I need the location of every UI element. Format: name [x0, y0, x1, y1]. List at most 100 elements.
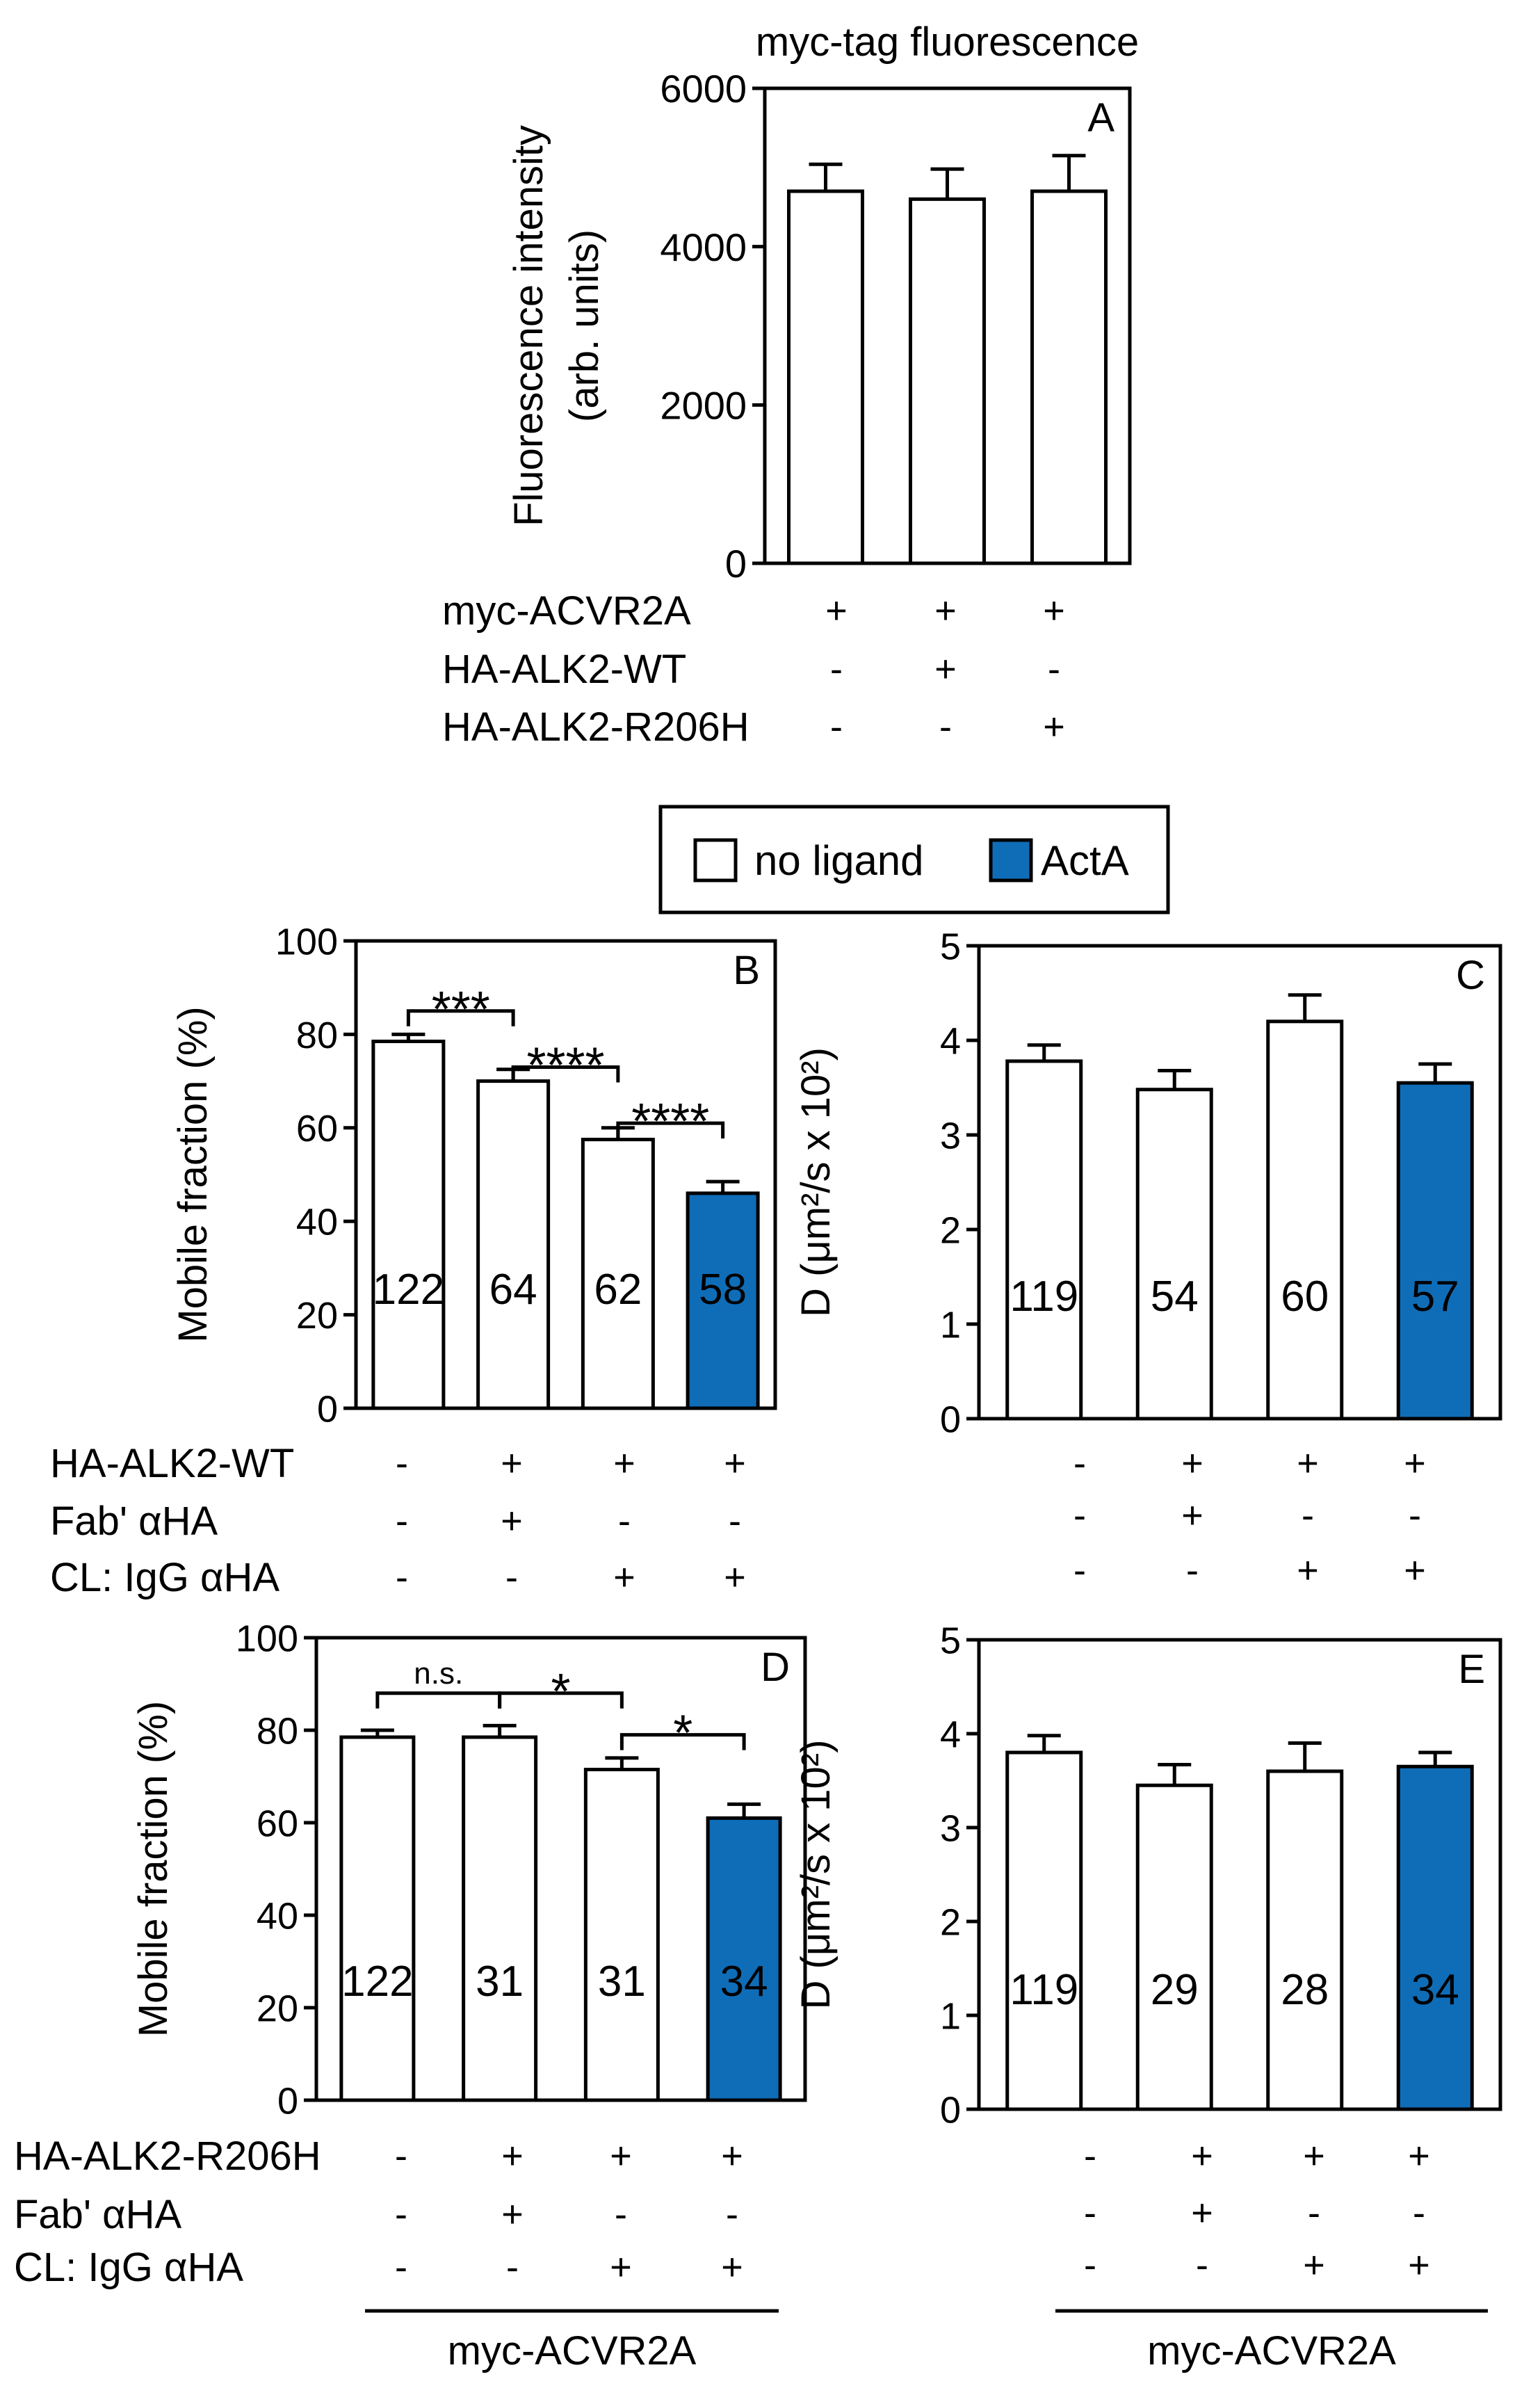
- panel-b-condition-sign: +: [613, 1556, 635, 1598]
- panel-b-row-label: CL: IgG αHA: [50, 1555, 279, 1600]
- panel-b-condition-sign: +: [724, 1556, 746, 1598]
- legend-label-acta: ActA: [1041, 837, 1129, 884]
- panel-e-count-label: 28: [1281, 1966, 1329, 2014]
- panel-e-bar: [1396, 1764, 1474, 2111]
- panel-a-condition-sign: +: [934, 648, 957, 690]
- panel-b-ylabel: Mobile fraction (%): [170, 1006, 216, 1342]
- panel-e-condition-sign: +: [1303, 2244, 1325, 2286]
- panel-c-letter: C: [1456, 953, 1485, 998]
- panel-c-ytick-label: 2: [940, 1209, 961, 1251]
- panel-b-significance-label: ****: [526, 1038, 604, 1093]
- panel-a-ytick-label: 6000: [660, 67, 747, 111]
- panel-b-significance-bracket: [406, 1009, 515, 1026]
- panel-e-ytick-label: 0: [940, 2089, 961, 2131]
- panel-d-frame: [314, 1636, 807, 2102]
- panel-c-ylabel: D (μm²/s x 10²): [793, 1047, 838, 1317]
- panel-b-row-label: HA-ALK2-WT: [50, 1441, 294, 1486]
- panel-e-condition-sign: +: [1408, 2244, 1430, 2286]
- panel-b-letter: B: [733, 948, 760, 993]
- panel-a-condition-sign: +: [825, 590, 848, 631]
- panel-a-condition-sign: -: [830, 706, 843, 748]
- panel-e-letter: E: [1458, 1647, 1485, 1692]
- panel-b-condition-sign: -: [396, 1556, 408, 1598]
- panel-d-significance-bracket: [375, 1691, 502, 1709]
- panel-e-ytick-label: 4: [940, 1714, 961, 1755]
- panel-a-condition-sign: -: [830, 648, 843, 690]
- panel-b-condition-sign: -: [505, 1556, 518, 1598]
- panel-d-condition-sign: +: [610, 2246, 632, 2288]
- panel-e-ytick-label: 1: [940, 1995, 961, 2037]
- legend-swatch-no-ligand: [693, 838, 738, 882]
- panel-a-ytick-label: 0: [725, 542, 747, 586]
- panel-b-significance-bracket: [511, 1065, 620, 1083]
- panel-b-condition-sign: -: [396, 1442, 408, 1484]
- panel-d-ylabel: Mobile fraction (%): [131, 1701, 176, 2037]
- panel-d-condition-sign: +: [721, 2135, 743, 2177]
- panel-b-condition-sign: +: [613, 1442, 635, 1484]
- panel-e-condition-sign: +: [1191, 2135, 1213, 2177]
- panel-d-condition-sign: -: [726, 2193, 738, 2235]
- panel-c-condition-sign: +: [1404, 1442, 1426, 1484]
- panel-e-bar: [1135, 1783, 1213, 2111]
- panel-d-significance-bracket: [498, 1691, 624, 1709]
- panel-b-condition-sign: +: [501, 1442, 523, 1484]
- panel-b-bar: [476, 1079, 551, 1410]
- panel-e-group-label: myc-ACVR2A: [1147, 2328, 1396, 2373]
- panel-c-condition-sign: +: [1181, 1494, 1203, 1536]
- panel-d-row-label: CL: IgG αHA: [14, 2245, 243, 2290]
- panel-c-ytick-label: 0: [940, 1398, 961, 1440]
- panel-a-bar: [909, 197, 986, 565]
- panel-e-ytick-label: 3: [940, 1807, 961, 1849]
- panel-b-significance-bracket: [616, 1121, 725, 1139]
- panel-a-condition-sign: +: [934, 590, 957, 631]
- panel-e-bar: [1005, 1750, 1083, 2111]
- panel-c-condition-sign: -: [1073, 1442, 1086, 1484]
- panel-b-bar: [581, 1138, 655, 1410]
- panel-a-condition-sign: -: [939, 706, 952, 748]
- panel-b-condition-sign: +: [501, 1500, 523, 1542]
- panel-b-significance-label: ****: [631, 1094, 709, 1150]
- panel-b-significance-label: ***: [432, 982, 490, 1038]
- panel-c-ytick-label: 4: [940, 1020, 961, 1062]
- legend-label-no-ligand: no ligand: [754, 837, 924, 884]
- panel-d-condition-sign: -: [395, 2135, 407, 2177]
- panel-d-bar: [583, 1768, 660, 2102]
- panel-a-letter: A: [1087, 95, 1115, 140]
- panel-c-condition-sign: -: [1073, 1494, 1086, 1536]
- panel-e-condition-sign: +: [1408, 2135, 1430, 2177]
- panel-e-ylabel: D (μm²/s x 10²): [793, 1740, 838, 2010]
- panel-d-ytick-label: 20: [257, 1988, 298, 2029]
- panel-e-bar: [1266, 1769, 1344, 2111]
- panel-d-significance-label: *: [673, 1706, 692, 1762]
- panel-a-bar: [787, 189, 864, 565]
- panel-d-significance-label: n.s.: [414, 1657, 463, 1691]
- panel-d-condition-sign: +: [721, 2246, 743, 2288]
- panel-b-ytick-label: 60: [296, 1108, 338, 1150]
- panel-c-condition-sign: -: [1186, 1549, 1199, 1591]
- panel-c-frame: [977, 944, 1502, 1421]
- panel-d-ytick-label: 40: [257, 1895, 298, 1937]
- panel-d-count-label: 122: [341, 1958, 413, 2006]
- panel-c-bar: [1005, 1059, 1083, 1421]
- panel-e-condition-sign: -: [1084, 2135, 1096, 2177]
- panel-c-bar: [1135, 1088, 1213, 1421]
- panel-a-ylabel: (arb. units): [562, 229, 607, 422]
- panel-c-condition-sign: +: [1297, 1442, 1319, 1484]
- panel-b-condition-sign: +: [724, 1442, 746, 1484]
- panel-c-condition-sign: +: [1404, 1549, 1426, 1591]
- panel-b-condition-sign: -: [618, 1500, 631, 1542]
- panel-d-group-label: myc-ACVR2A: [448, 2328, 697, 2373]
- panel-c-bar: [1396, 1081, 1474, 1421]
- panel-e-condition-sign: -: [1308, 2192, 1320, 2234]
- panel-b-bar: [686, 1191, 760, 1410]
- panel-a-ytick-label: 4000: [660, 225, 747, 269]
- panel-b-row-label: Fab' αHA: [50, 1499, 218, 1544]
- panel-d-row-label: Fab' αHA: [14, 2192, 182, 2237]
- panel-d-condition-sign: -: [395, 2246, 407, 2288]
- panel-d-ytick-label: 80: [257, 1710, 298, 1752]
- panel-d-condition-sign: +: [501, 2193, 524, 2235]
- panel-d-ytick-label: 100: [236, 1618, 298, 1659]
- panel-b-condition-sign: -: [729, 1500, 741, 1542]
- panel-b-frame: [354, 939, 777, 1410]
